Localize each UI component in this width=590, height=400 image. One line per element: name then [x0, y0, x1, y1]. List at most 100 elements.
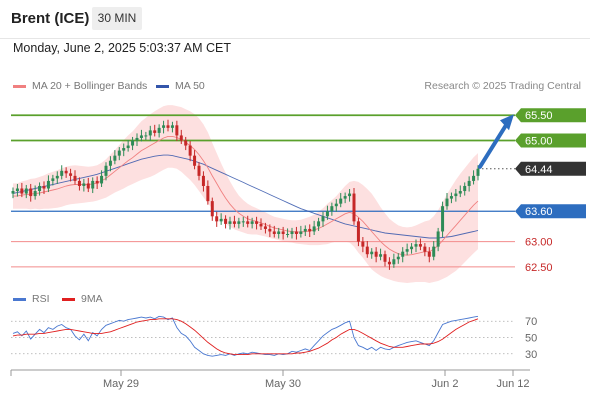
candle[interactable] — [472, 170, 476, 185]
candle[interactable] — [272, 225, 276, 238]
candle[interactable] — [294, 226, 298, 240]
candle[interactable] — [467, 176, 471, 192]
candle[interactable] — [46, 175, 50, 193]
candle[interactable] — [339, 193, 343, 208]
candle[interactable] — [255, 216, 259, 230]
candle[interactable] — [15, 183, 19, 197]
candle[interactable] — [286, 228, 290, 238]
candle[interactable] — [104, 162, 108, 181]
candle[interactable] — [100, 170, 104, 187]
candle[interactable] — [148, 125, 152, 141]
candle[interactable] — [432, 241, 436, 261]
candle[interactable] — [476, 165, 480, 181]
candle[interactable] — [383, 250, 387, 267]
candle[interactable] — [441, 201, 445, 238]
candle[interactable] — [392, 253, 396, 268]
candle[interactable] — [166, 119, 170, 132]
candle[interactable] — [55, 171, 59, 184]
candle[interactable] — [51, 174, 55, 186]
candle[interactable] — [64, 167, 68, 178]
candle[interactable] — [281, 226, 285, 240]
candle[interactable] — [188, 140, 192, 162]
candle[interactable] — [153, 124, 157, 137]
candle[interactable] — [29, 183, 33, 202]
candle[interactable] — [162, 120, 166, 134]
candle[interactable] — [108, 156, 112, 172]
candle[interactable] — [139, 129, 143, 142]
candle[interactable] — [126, 139, 130, 152]
candle[interactable] — [215, 211, 219, 227]
candle[interactable] — [356, 217, 360, 247]
candle[interactable] — [197, 162, 201, 181]
timeframe-badge[interactable]: 30 MIN — [92, 7, 142, 30]
candle[interactable] — [201, 171, 205, 192]
candle[interactable] — [24, 184, 28, 199]
candle[interactable] — [135, 133, 139, 147]
candle[interactable] — [250, 217, 254, 229]
candle[interactable] — [303, 225, 307, 237]
candle[interactable] — [308, 224, 312, 238]
candle[interactable] — [122, 143, 126, 157]
candle[interactable] — [418, 238, 422, 251]
candle[interactable] — [321, 211, 325, 227]
candle[interactable] — [184, 136, 188, 151]
candle[interactable] — [33, 185, 37, 200]
candle[interactable] — [179, 129, 183, 145]
candle[interactable] — [325, 205, 329, 220]
candle[interactable] — [317, 217, 321, 231]
candle[interactable] — [77, 177, 81, 191]
candle[interactable] — [374, 247, 378, 263]
candle[interactable] — [370, 248, 374, 259]
candle[interactable] — [206, 180, 210, 205]
candle[interactable] — [42, 181, 46, 195]
candle[interactable] — [379, 248, 383, 261]
candle[interactable] — [463, 182, 467, 196]
candle[interactable] — [449, 192, 453, 204]
candle[interactable] — [11, 187, 15, 199]
candle[interactable] — [246, 215, 250, 228]
candle[interactable] — [38, 182, 42, 196]
candle[interactable] — [60, 165, 64, 180]
candle[interactable] — [290, 227, 294, 239]
candle[interactable] — [396, 253, 400, 264]
candle[interactable] — [268, 224, 272, 238]
candle[interactable] — [343, 192, 347, 204]
candle[interactable] — [263, 222, 267, 234]
candle[interactable] — [348, 189, 352, 202]
candle[interactable] — [224, 215, 228, 229]
candle[interactable] — [436, 227, 440, 252]
candle[interactable] — [210, 197, 214, 221]
candle[interactable] — [387, 257, 391, 270]
candle[interactable] — [170, 121, 174, 133]
candle[interactable] — [175, 120, 179, 141]
candle[interactable] — [219, 213, 223, 225]
candle[interactable] — [91, 177, 95, 194]
candle[interactable] — [401, 247, 405, 263]
candle[interactable] — [334, 199, 338, 212]
candle[interactable] — [458, 185, 462, 198]
candle[interactable] — [405, 243, 409, 256]
candle[interactable] — [427, 247, 431, 263]
candle[interactable] — [193, 150, 197, 170]
candle[interactable] — [352, 187, 356, 225]
candle[interactable] — [73, 170, 77, 185]
candle[interactable] — [299, 225, 303, 238]
candle[interactable] — [232, 215, 236, 228]
candle[interactable] — [86, 177, 90, 193]
candle[interactable] — [237, 217, 241, 229]
candle[interactable] — [241, 216, 245, 227]
candle[interactable] — [365, 241, 369, 258]
candle[interactable] — [20, 182, 24, 198]
candle[interactable] — [330, 202, 334, 216]
candle[interactable] — [228, 216, 232, 230]
candle[interactable] — [277, 227, 281, 239]
candle[interactable] — [259, 218, 263, 230]
candle[interactable] — [131, 136, 135, 151]
candle[interactable] — [69, 168, 73, 182]
candle[interactable] — [410, 243, 414, 254]
candle[interactable] — [157, 124, 161, 138]
candle[interactable] — [361, 237, 365, 253]
candle[interactable] — [95, 176, 99, 190]
candle[interactable] — [414, 239, 418, 253]
